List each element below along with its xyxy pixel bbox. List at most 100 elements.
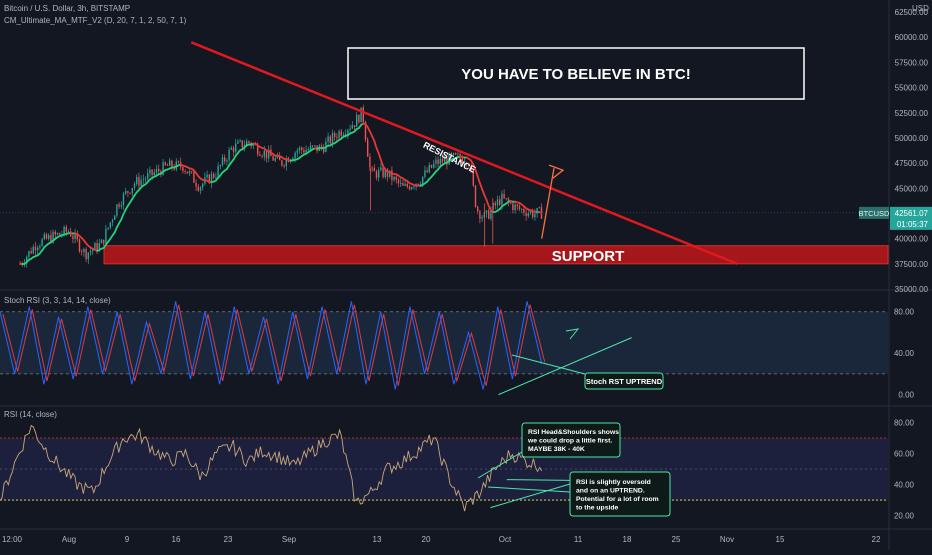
candle-body — [336, 137, 337, 138]
rsi-axis-tick: 60.00 — [894, 450, 915, 459]
candle-body — [259, 154, 260, 155]
candle-body — [222, 157, 223, 165]
candle-body — [129, 193, 130, 194]
candle-body — [330, 136, 331, 143]
candle-body — [226, 160, 227, 161]
candle-body — [398, 179, 399, 183]
candle-body — [167, 165, 168, 166]
candle-body — [391, 170, 392, 180]
candle-body — [376, 171, 377, 177]
time-axis-tick: Sep — [282, 535, 297, 544]
candle-body — [477, 207, 478, 211]
ma-segment — [374, 141, 376, 148]
candle-body — [72, 236, 73, 239]
price-axis-tick: 40000.00 — [895, 235, 929, 244]
candle-body — [149, 170, 150, 174]
candle-body — [479, 211, 480, 218]
candle-body — [347, 130, 348, 134]
candle-body — [213, 174, 214, 178]
candle-body — [138, 177, 139, 185]
candle-body — [30, 251, 31, 253]
candle-body — [37, 248, 38, 251]
stoch-axis-tick: 80.00 — [894, 308, 915, 317]
rsi-axis-tick: 80.00 — [894, 419, 915, 428]
candle-body — [191, 171, 192, 172]
stoch-title: Stoch RSI (3, 3, 14, 14, close) — [4, 296, 111, 305]
candle-body — [182, 167, 183, 171]
rsi-callout-2-line: and on an UPTREND. — [576, 488, 645, 495]
candle-body — [497, 199, 498, 205]
candle-body — [354, 125, 355, 127]
candle-body — [332, 133, 333, 143]
time-axis-tick: 13 — [373, 535, 382, 544]
candle-body — [206, 175, 207, 177]
candle-body — [110, 222, 111, 227]
candle-body — [44, 234, 45, 239]
candle-body — [220, 165, 221, 166]
time-axis-tick: Oct — [499, 535, 512, 544]
candle-body — [28, 251, 29, 257]
candle-body — [136, 177, 137, 184]
price-axis-tick: 37500.00 — [895, 260, 929, 269]
stoch-callout-text: Stoch RST UPTREND — [586, 377, 663, 386]
candle-body — [169, 161, 170, 166]
price-axis-tick: 50000.00 — [895, 134, 929, 143]
time-axis-tick: 18 — [623, 535, 632, 544]
rsi-axis-tick: 40.00 — [894, 481, 915, 490]
candle-body — [369, 157, 370, 168]
candle-body — [134, 184, 135, 188]
candle-body — [202, 184, 203, 188]
ma-segment — [480, 183, 482, 189]
candle-body — [424, 170, 425, 176]
candle-body — [310, 146, 311, 150]
candle-body — [343, 134, 344, 135]
candles-group — [19, 105, 542, 268]
time-axis-tick: 16 — [172, 535, 181, 544]
candle-body — [514, 205, 515, 211]
candle-body — [457, 154, 458, 155]
candle-body — [426, 170, 427, 172]
candle-body — [374, 168, 375, 171]
ma-segment — [487, 200, 489, 206]
ma-segment — [482, 189, 484, 195]
candle-body — [352, 125, 353, 128]
banner-text: YOU HAVE TO BELIEVE IN BTC! — [461, 66, 690, 83]
support-label: SUPPORT — [552, 248, 625, 265]
candle-body — [334, 133, 335, 137]
candle-body — [171, 161, 172, 168]
ma-segment — [379, 153, 381, 160]
time-axis-tick: 11 — [574, 535, 583, 544]
candle-body — [303, 150, 304, 152]
candle-body — [114, 216, 115, 220]
candle-body — [79, 239, 80, 251]
candle-body — [305, 150, 306, 153]
candle-body — [156, 169, 157, 173]
candle-body — [121, 205, 122, 207]
candle-body — [200, 187, 201, 190]
candle-body — [59, 233, 60, 235]
candle-body — [338, 131, 339, 138]
projection-arrow-head — [549, 165, 563, 178]
candle-body — [253, 145, 254, 147]
candle-body — [215, 177, 216, 178]
candle-body — [411, 187, 412, 189]
candle-body — [382, 168, 383, 178]
candle-body — [404, 184, 405, 186]
candle-body — [46, 234, 47, 238]
candle-body — [57, 233, 58, 234]
candle-body — [488, 211, 489, 219]
candle-body — [103, 240, 104, 244]
price-axis-tick: 45000.00 — [895, 184, 929, 193]
candle-body — [48, 235, 49, 239]
candle-body — [501, 194, 502, 205]
stoch-axis-tick: 0.00 — [898, 391, 914, 400]
price-axis-tick: 55000.00 — [895, 84, 929, 93]
time-axis-tick: 12:00 — [2, 535, 23, 544]
candle-body — [266, 151, 267, 158]
candle-body — [264, 151, 265, 157]
candle-body — [90, 251, 91, 253]
candle-body — [433, 164, 434, 168]
candle-body — [506, 198, 507, 199]
